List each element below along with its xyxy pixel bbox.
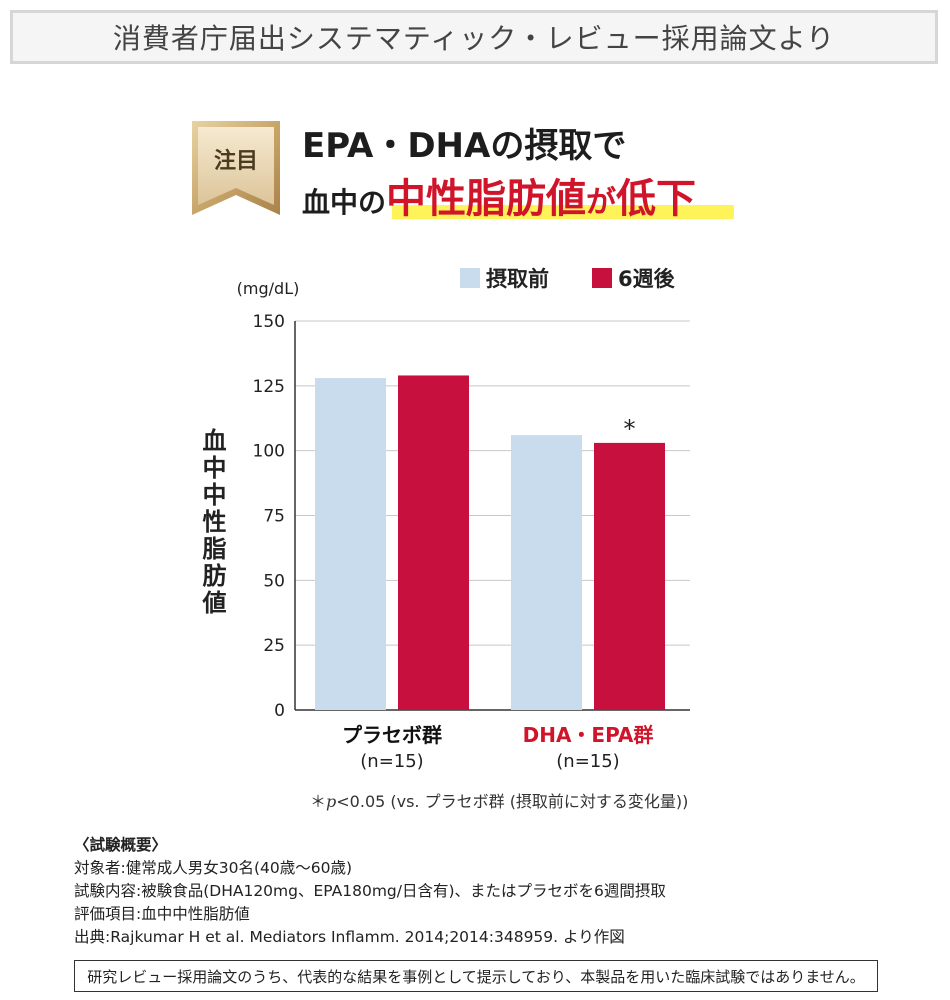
bar-after [594, 442, 665, 710]
y-tick-label: 75 [263, 507, 285, 527]
legend-label: 6週後 [618, 267, 676, 291]
header-title: 消費者庁届出システマティック・レビュー採用論文より [112, 22, 836, 55]
significance-marker: * [624, 415, 636, 443]
headline-line2: 血中の中性脂肪値が低下 [302, 166, 696, 224]
summary-line: 評価項目:血中中性脂肪値 [74, 905, 250, 923]
summary-line: 対象者:健常成人男女30名(40歳〜60歳) [74, 859, 352, 877]
category-sublabel: (n=15) [360, 751, 423, 772]
unit-label: (mg/dL) [237, 279, 300, 298]
headline-part4: 低下 [616, 176, 697, 222]
legend-swatch [592, 268, 612, 288]
legend-swatch [460, 268, 480, 288]
badge-label: 注目 [213, 149, 258, 174]
category-label: DHA・EPA群 [523, 723, 654, 747]
summary-line: 試験内容:被験食品(DHA120mg、EPA180mg/日含有)、またはプラセボ… [74, 882, 666, 900]
bar-before [511, 435, 582, 710]
footnote-p: p [326, 792, 337, 811]
attention-badge: 注目 [192, 121, 280, 217]
y-tick-label: 25 [263, 636, 285, 656]
footnote-star: ＊ [310, 792, 327, 811]
y-axis-label: 血中中性脂肪値 [198, 427, 227, 617]
category-label: プラセボ群 [342, 723, 442, 747]
summary-title: 〈試験概要〉 [74, 836, 168, 854]
bar-before [315, 378, 386, 710]
headline-part2: 中性脂肪値 [386, 176, 587, 222]
y-tick-label: 150 [253, 312, 285, 332]
summary-line: 出典:Rajkumar H et al. Mediators Inflamm. … [74, 928, 625, 946]
headline-part3: が [586, 185, 617, 220]
headline-highlight [392, 205, 734, 219]
disclaimer-text: 研究レビュー採用論文のうち、代表的な結果を事例として提示しており、本製品を用いた… [87, 967, 865, 986]
headline-line1: EPA・DHAの摂取で [302, 126, 627, 166]
study-summary: 〈試験概要〉 対象者:健常成人男女30名(40歳〜60歳) 試験内容:被験食品(… [74, 834, 666, 949]
y-tick-label: 0 [274, 701, 285, 721]
bar-after [398, 375, 469, 710]
footnote-text: <0.05 (vs. プラセボ群 (摂取前に対する変化量)) [336, 792, 689, 811]
y-tick-label: 100 [253, 442, 285, 462]
y-tick-label: 50 [263, 571, 285, 591]
y-tick-label: 125 [253, 377, 285, 397]
disclaimer-box: 研究レビュー採用論文のうち、代表的な結果を事例として提示しており、本製品を用いた… [74, 960, 878, 992]
footnote: ＊p<0.05 (vs. プラセボ群 (摂取前に対する変化量)) [310, 788, 688, 812]
legend-label: 摂取前 [486, 267, 549, 291]
header-banner: 消費者庁届出システマティック・レビュー採用論文より [10, 10, 938, 64]
category-sublabel: (n=15) [556, 751, 619, 772]
headline-part1: 血中の [302, 186, 387, 219]
ribbon-badge-icon [192, 121, 280, 215]
